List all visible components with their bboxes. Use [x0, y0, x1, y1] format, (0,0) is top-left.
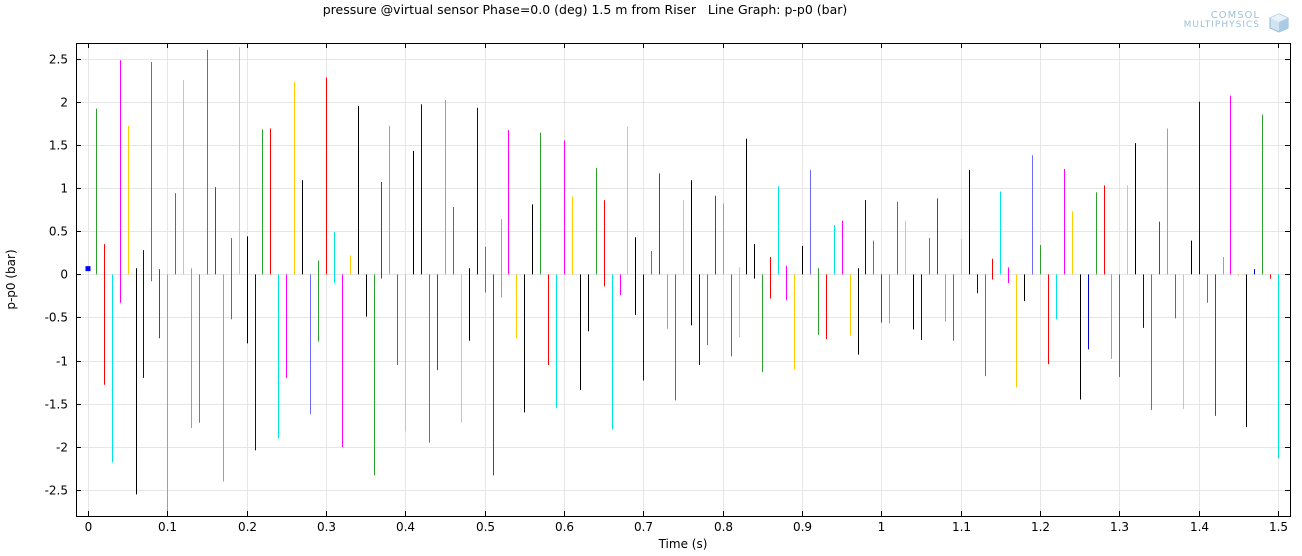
y-tick-label: 0 [60, 268, 68, 282]
x-tick-label: 0.5 [476, 520, 495, 534]
x-tick-label: 0.9 [793, 520, 812, 534]
x-tick-label: 0.8 [714, 520, 733, 534]
comsol-logo: COMSOL MULTIPHYSICS [1168, 10, 1296, 34]
x-tick-label: 0.1 [158, 520, 177, 534]
x-tick-label: 0.4 [396, 520, 415, 534]
chart-title: pressure @virtual sensor Phase=0.0 (deg)… [322, 2, 848, 17]
x-tick-label: 1.3 [1110, 520, 1129, 534]
x-tick-label: 1.5 [1269, 520, 1288, 534]
y-tick-label: -1 [56, 355, 68, 369]
y-tick-label: -1.5 [45, 398, 68, 412]
logo-line2: MULTIPHYSICS [1183, 20, 1260, 30]
y-tick-label: 1 [60, 182, 68, 196]
x-tick-label: 1.4 [1190, 520, 1209, 534]
grid [76, 43, 1290, 516]
x-tick-label: 1.2 [1031, 520, 1050, 534]
x-tick-label: 1 [878, 520, 886, 534]
y-tick-label: -2 [56, 441, 68, 455]
y-axis-label: p-p0 (bar) [4, 249, 18, 309]
y-tick-label: 2 [60, 96, 68, 110]
y-tick-label: 0.5 [49, 225, 68, 239]
y-tick-label: -0.5 [45, 311, 68, 325]
axis-ticks: 0 0.1 0.2 0.3 0.4 0.5 0.6 0.7 0.8 0.9 1 1.1 1.2 1.3 1.… [45, 43, 1290, 534]
logo-line1: COMSOL [1210, 10, 1260, 21]
x-tick-label: 1.1 [952, 520, 971, 534]
plot-frame [76, 43, 1291, 517]
y-tick-label: 2.5 [49, 53, 68, 67]
y-tick-label: 1.5 [49, 139, 68, 153]
x-tick-label: 0.6 [555, 520, 574, 534]
data-series [85, 47, 1279, 512]
x-tick-label: 0 [85, 520, 93, 534]
x-tick-label: 0.7 [634, 520, 653, 534]
y-tick-label: -2.5 [45, 484, 68, 498]
series-marker [85, 266, 91, 272]
logo-cube-icon [1269, 13, 1289, 33]
x-tick-label: 0.3 [317, 520, 336, 534]
x-axis-label: Time (s) [658, 537, 708, 551]
x-tick-label: 0.2 [238, 520, 257, 534]
